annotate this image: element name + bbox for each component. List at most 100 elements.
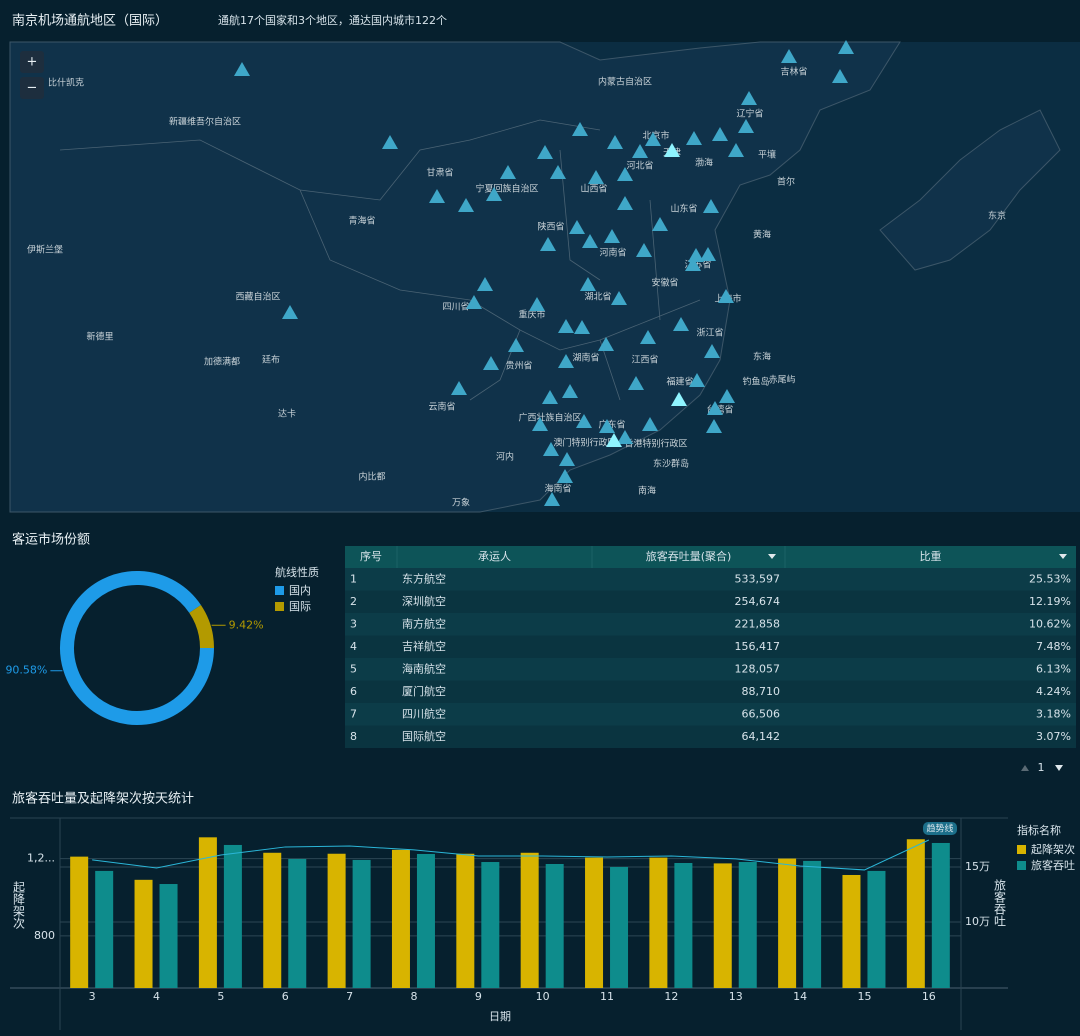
x-tick-label: 6 bbox=[282, 990, 289, 1003]
bar bbox=[545, 863, 564, 988]
bar-legend-label: 起降架次 bbox=[1031, 842, 1075, 856]
map-label: 首尔 bbox=[777, 176, 795, 188]
airport-marker bbox=[642, 417, 658, 431]
sort-icon[interactable] bbox=[768, 554, 776, 559]
y-axis-label: 起降架次 bbox=[12, 881, 26, 930]
bar bbox=[223, 844, 242, 988]
airport-marker bbox=[707, 401, 723, 415]
x-tick-label: 13 bbox=[729, 990, 743, 1003]
y-tick-label: 1,2... bbox=[27, 852, 55, 865]
page-subtitle: 通航17个国家和3个地区，通达国内城市122个 bbox=[218, 13, 447, 27]
table-cell: 深圳航空 bbox=[402, 594, 446, 608]
map-label: 山西省 bbox=[580, 183, 607, 195]
zoom-out-label[interactable]: − bbox=[27, 81, 38, 96]
airport-marker bbox=[712, 127, 728, 141]
zoom-in[interactable] bbox=[20, 51, 44, 73]
x-tick-label: 3 bbox=[89, 990, 96, 1003]
map-label: 内比都 bbox=[358, 471, 385, 483]
bar-legend-swatch bbox=[1017, 845, 1026, 854]
airport-marker bbox=[542, 390, 558, 404]
airport-marker bbox=[607, 135, 623, 149]
zoom-in-label[interactable]: + bbox=[27, 55, 38, 70]
bar bbox=[416, 853, 435, 988]
airport-marker bbox=[645, 132, 661, 146]
y2-tick-label: 15万 bbox=[965, 860, 990, 873]
map-label: 湖北省 bbox=[584, 291, 611, 303]
airport-marker bbox=[529, 297, 545, 311]
airport-marker bbox=[544, 492, 560, 506]
map-label: 赤尾屿 bbox=[768, 375, 795, 386]
table-header-cell: 承运人 bbox=[478, 550, 511, 563]
map-label: 甘肃省 bbox=[426, 167, 453, 179]
x-tick-label: 9 bbox=[475, 990, 482, 1003]
airport-marker bbox=[611, 291, 627, 305]
map-label: 海南省 bbox=[544, 483, 571, 495]
bar-title: 旅客吞吐量及起降架次按天统计 bbox=[12, 791, 194, 807]
table-cell: 7.48% bbox=[1036, 640, 1071, 653]
page-prev[interactable] bbox=[1021, 765, 1029, 771]
page-next[interactable] bbox=[1055, 765, 1063, 771]
pie-legend-label: 国内 bbox=[289, 583, 311, 597]
map-label: 香港特别行政区 bbox=[624, 438, 687, 450]
airport-marker bbox=[234, 62, 250, 76]
bar bbox=[520, 852, 539, 988]
y2-axis-label: 旅客吞吐 bbox=[993, 879, 1007, 927]
x-tick-label: 11 bbox=[600, 990, 614, 1003]
airport-marker bbox=[466, 295, 482, 309]
bar bbox=[585, 857, 604, 988]
airport-marker bbox=[636, 243, 652, 257]
table-row bbox=[345, 635, 1076, 658]
x-tick-label: 14 bbox=[793, 990, 807, 1003]
x-tick-label: 15 bbox=[857, 990, 871, 1003]
map-label: 新德里 bbox=[86, 331, 113, 343]
airport-marker bbox=[832, 69, 848, 83]
bar bbox=[481, 862, 500, 988]
map-label: 钓鱼岛 bbox=[742, 376, 769, 388]
airport-marker bbox=[673, 317, 689, 331]
airport-marker bbox=[617, 196, 633, 210]
map-label: 澳门特别行政区 bbox=[553, 437, 616, 449]
map-label: 吉林省 bbox=[780, 66, 807, 78]
pie-slice bbox=[189, 605, 214, 649]
table-row bbox=[345, 568, 1076, 591]
table-cell: 东方航空 bbox=[402, 571, 446, 585]
table-cell: 海南航空 bbox=[402, 661, 446, 675]
table-cell: 2 bbox=[350, 595, 357, 608]
bar-legend-title: 指标名称 bbox=[1017, 823, 1061, 837]
trend-label-bg bbox=[923, 822, 957, 835]
zoom-out[interactable] bbox=[20, 77, 44, 99]
map-label: 廷布 bbox=[262, 354, 280, 366]
table-cell: 156,417 bbox=[735, 640, 781, 653]
table-cell: 厦门航空 bbox=[402, 684, 446, 698]
airport-marker bbox=[580, 277, 596, 291]
airport-marker bbox=[486, 187, 502, 201]
map-label: 福建省 bbox=[666, 376, 693, 388]
airport-marker bbox=[688, 248, 704, 262]
x-tick-label: 12 bbox=[664, 990, 678, 1003]
bar bbox=[610, 866, 629, 988]
x-tick-label: 7 bbox=[346, 990, 353, 1003]
airport-marker bbox=[588, 170, 604, 184]
airport-marker-highlight bbox=[664, 143, 680, 157]
table-row bbox=[345, 680, 1076, 703]
bar bbox=[159, 884, 178, 988]
airport-marker bbox=[704, 344, 720, 358]
table-cell: 64,142 bbox=[742, 730, 781, 743]
map-borders bbox=[59, 119, 701, 401]
table-cell: 3.18% bbox=[1036, 707, 1071, 720]
bar bbox=[134, 879, 153, 988]
airport-marker bbox=[558, 354, 574, 368]
bar bbox=[70, 856, 89, 988]
airport-marker bbox=[728, 143, 744, 157]
table-row bbox=[345, 703, 1076, 726]
airport-marker bbox=[574, 320, 590, 334]
sort-icon[interactable] bbox=[1059, 554, 1067, 559]
table-cell: 88,710 bbox=[742, 685, 781, 698]
trend-line bbox=[92, 839, 930, 871]
table-cell: 10.62% bbox=[1029, 617, 1071, 630]
map-label: 万象 bbox=[452, 497, 470, 509]
airport-marker bbox=[559, 452, 575, 466]
airport-marker bbox=[628, 376, 644, 390]
table-cell: 6.13% bbox=[1036, 662, 1071, 675]
